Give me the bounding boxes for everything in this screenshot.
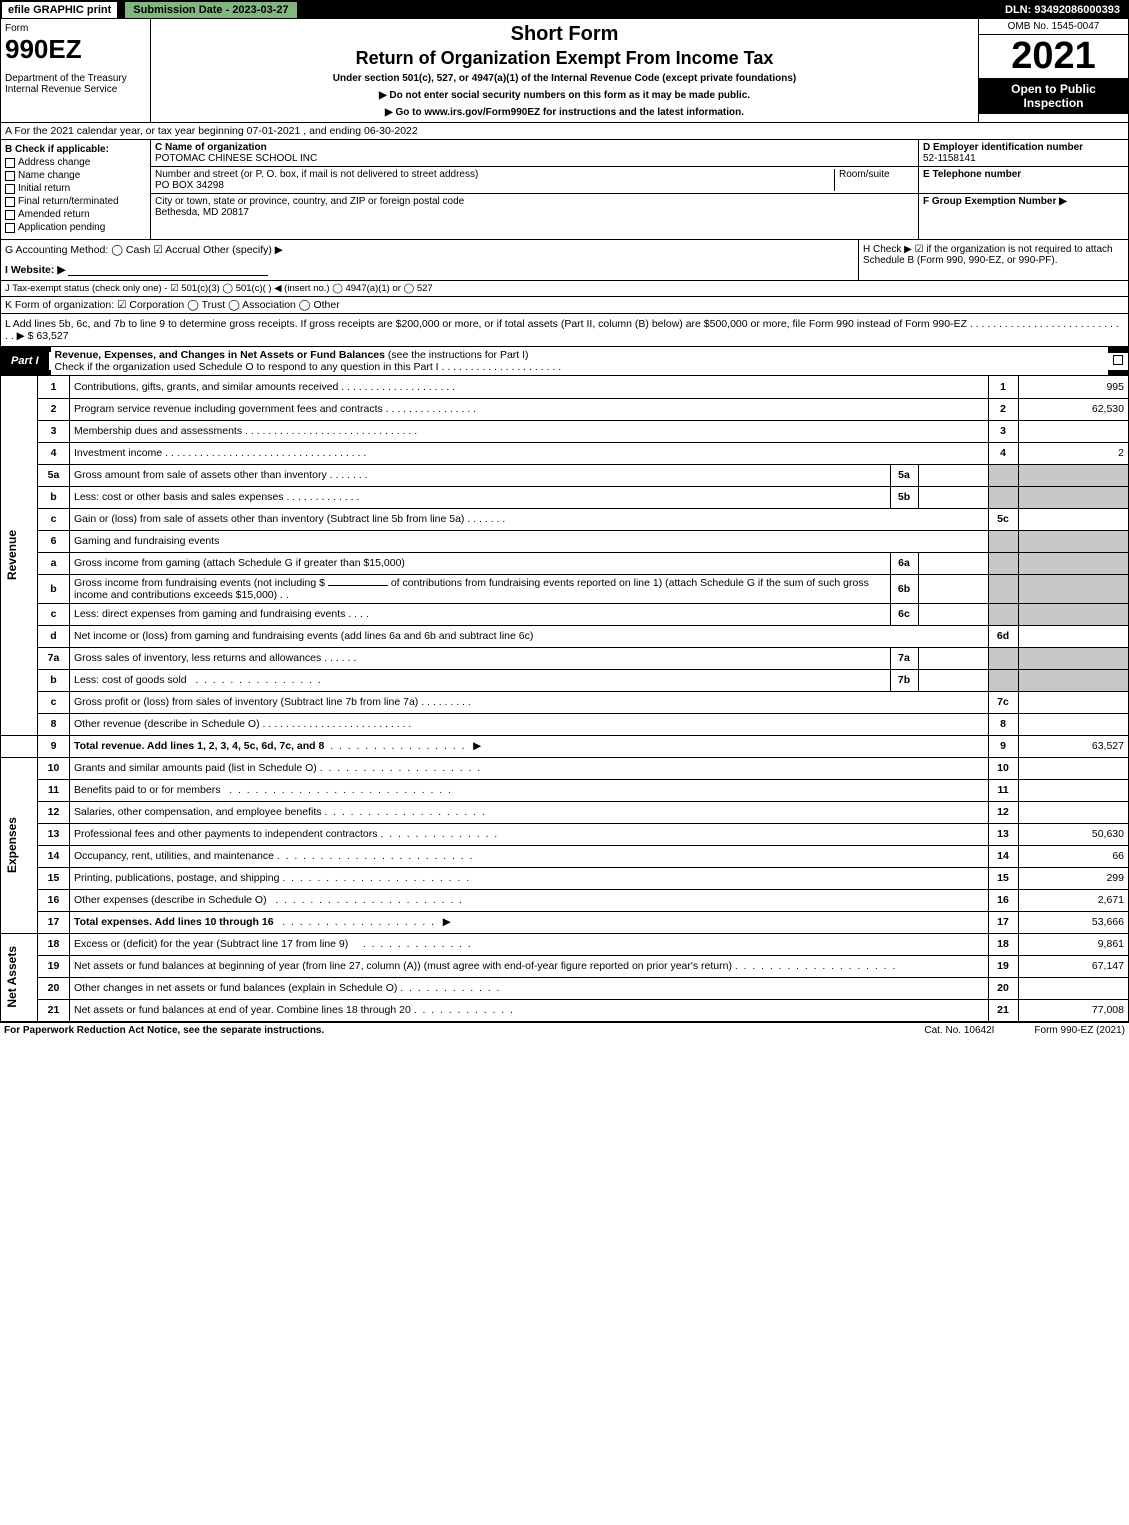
- org-name: POTOMAC CHINESE SCHOOL INC: [155, 153, 317, 164]
- dln: DLN: 93492086000393: [997, 2, 1128, 18]
- f-label: F Group Exemption Number ▶: [923, 196, 1067, 207]
- main-title: Return of Organization Exempt From Incom…: [155, 48, 974, 69]
- line-13-value: 50,630: [1018, 823, 1128, 845]
- efile-label: efile GRAPHIC print: [1, 1, 118, 19]
- row-a: A For the 2021 calendar year, or tax yea…: [1, 123, 1128, 140]
- checkbox-amended[interactable]: [5, 210, 15, 220]
- warning: ▶ Do not enter social security numbers o…: [155, 90, 974, 101]
- cat-no: Cat. No. 10642I: [924, 1025, 994, 1036]
- row-i: I Website: ▶: [5, 264, 65, 276]
- line-18-value: 9,861: [1018, 933, 1128, 955]
- line-17-value: 53,666: [1018, 911, 1128, 933]
- street-label: Number and street (or P. O. box, if mail…: [155, 169, 478, 180]
- part-1-tab: Part I: [1, 352, 51, 370]
- city-label: City or town, state or province, country…: [155, 196, 464, 207]
- goto-link[interactable]: ▶ Go to www.irs.gov/Form990EZ for instru…: [155, 107, 974, 118]
- inspection-badge: Open to Public Inspection: [979, 78, 1128, 114]
- line-1-value: 995: [1018, 376, 1128, 398]
- street: PO BOX 34298: [155, 180, 224, 191]
- top-bar: efile GRAPHIC print Submission Date - 20…: [1, 1, 1128, 19]
- checkbox-pending[interactable]: [5, 223, 15, 233]
- line-4-value: 2: [1018, 442, 1128, 464]
- schedule-o-checkbox[interactable]: [1113, 355, 1123, 365]
- subtitle: Under section 501(c), 527, or 4947(a)(1)…: [155, 73, 974, 84]
- line-14-value: 66: [1018, 845, 1128, 867]
- ein: 52-1158141: [923, 153, 976, 164]
- city: Bethesda, MD 20817: [155, 207, 249, 218]
- line-16-value: 2,671: [1018, 889, 1128, 911]
- e-label: E Telephone number: [923, 169, 1021, 180]
- row-l: L Add lines 5b, 6c, and 7b to line 9 to …: [1, 314, 1128, 347]
- part-1-header: Part I Revenue, Expenses, and Changes in…: [1, 347, 1128, 376]
- form-ref: Form 990-EZ (2021): [1034, 1025, 1125, 1036]
- room-label: Room/suite: [834, 169, 914, 191]
- form-number: 990EZ: [5, 34, 146, 65]
- row-g: G Accounting Method: ◯ Cash ☑ Accrual Ot…: [5, 244, 854, 256]
- line-9-value: 63,527: [1018, 735, 1128, 757]
- line-15-value: 299: [1018, 867, 1128, 889]
- row-j: J Tax-exempt status (check only one) - ☑…: [1, 281, 1128, 297]
- d-label: D Employer identification number: [923, 142, 1083, 153]
- revenue-side: Revenue: [5, 530, 19, 580]
- department: Department of the Treasury Internal Reve…: [5, 73, 146, 95]
- footer-notice: For Paperwork Reduction Act Notice, see …: [4, 1025, 324, 1036]
- line-19-value: 67,147: [1018, 955, 1128, 977]
- row-k: K Form of organization: ☑ Corporation ◯ …: [1, 297, 1128, 314]
- section-b-head: B Check if applicable:: [5, 144, 146, 155]
- checkbox-initial-return[interactable]: [5, 184, 15, 194]
- info-block: B Check if applicable: Address change Na…: [1, 140, 1128, 240]
- submission-date: Submission Date - 2023-03-27: [124, 1, 297, 19]
- revenue-table: Revenue 1 Contributions, gifts, grants, …: [1, 376, 1128, 1022]
- row-h: H Check ▶ ☑ if the organization is not r…: [858, 240, 1128, 280]
- short-form-title: Short Form: [155, 23, 974, 46]
- checkbox-address-change[interactable]: [5, 158, 15, 168]
- footer: For Paperwork Reduction Act Notice, see …: [0, 1023, 1129, 1038]
- gh-row: G Accounting Method: ◯ Cash ☑ Accrual Ot…: [1, 240, 1128, 281]
- checkbox-name-change[interactable]: [5, 171, 15, 181]
- form-label: Form: [5, 23, 146, 34]
- c-name-label: C Name of organization: [155, 142, 267, 153]
- form-header: Form 990EZ Department of the Treasury In…: [1, 19, 1128, 123]
- expenses-side: Expenses: [5, 817, 19, 873]
- tax-year: 2021: [979, 35, 1128, 78]
- website-field[interactable]: [68, 264, 268, 276]
- checkbox-final-return[interactable]: [5, 197, 15, 207]
- omb-number: OMB No. 1545-0047: [979, 19, 1128, 35]
- line-2-value: 62,530: [1018, 398, 1128, 420]
- netassets-side: Net Assets: [5, 946, 19, 1008]
- line-21-value: 77,008: [1018, 999, 1128, 1021]
